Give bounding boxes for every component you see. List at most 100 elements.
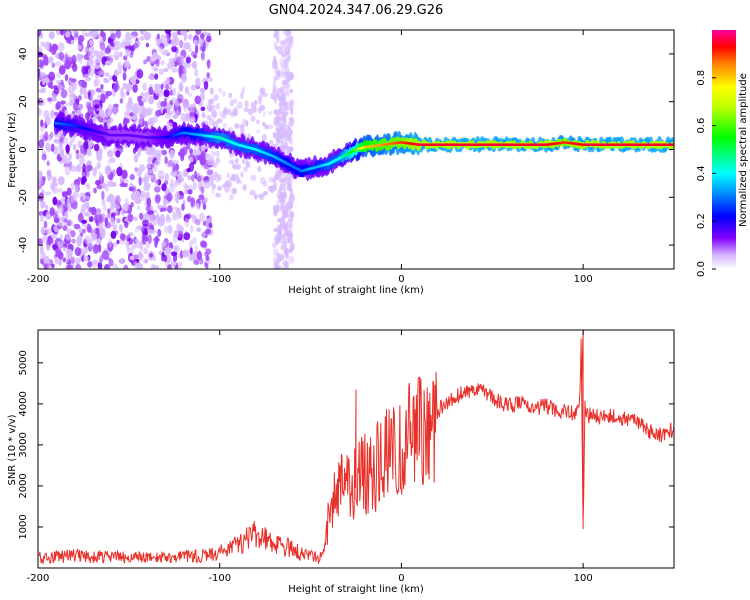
spectrogram-noise-cell (201, 231, 206, 239)
spectrogram-noise-cell (119, 224, 123, 233)
spectrogram-noise-cell (211, 109, 218, 118)
spectrogram-noise-cell (57, 205, 64, 214)
spectrogram-noise-cell (72, 30, 78, 35)
spectrogram-noise-cell (142, 258, 147, 265)
spectrogram-noise-cell (57, 176, 65, 186)
spectrogram-noise-cell (54, 61, 62, 67)
spectrogram-noise-cell (104, 72, 110, 77)
spectrogram-noise-cell (241, 86, 245, 94)
spectrogram-noise-cell (141, 97, 148, 103)
spectrogram-noise-cell (113, 50, 120, 59)
spectrogram-noise-cell (285, 53, 291, 59)
spectrogram-noise-cell (161, 183, 167, 192)
spectrogram-noise-cell (115, 30, 122, 39)
spectrogram-noise-cell (95, 87, 102, 93)
spectrogram-noise-cell (278, 224, 283, 232)
spectrogram-noise-cell (66, 187, 72, 196)
snr-x-label: Height of straight line (km) (288, 584, 424, 595)
spectrogram-noise-cell (272, 59, 278, 70)
spectrogram-noise-cell (154, 235, 159, 245)
spectrogram-noise-cell (180, 57, 184, 64)
spectrogram-noise-cell (104, 46, 111, 55)
spectrogram-noise-cell (178, 81, 184, 92)
spectrogram-noise-cell (276, 200, 282, 206)
spectrogram-noise-cell (125, 83, 133, 92)
spectrogram-noise-cell (139, 35, 145, 42)
spectrogram-noise-cell (175, 191, 180, 201)
spectrogram-noise-cell (58, 65, 66, 75)
spectrogram-noise-cell (216, 118, 223, 124)
spectrogram-noise-cell (254, 99, 258, 105)
spectrogram-noise-cell (130, 192, 137, 201)
spectrogram-y-tick-label: 20 (18, 95, 29, 108)
spectrogram-noise-cell (147, 234, 152, 245)
spectrogram-noise-cell (92, 262, 97, 269)
spectrogram-noise-cell (82, 194, 87, 201)
spectrogram-noise-cell (126, 90, 130, 96)
spectrogram-noise-cell (198, 195, 205, 201)
spectrogram-noise-cell (163, 67, 169, 73)
spectrogram-noise-cell (152, 51, 158, 59)
spectrogram-noise-cell (108, 237, 112, 248)
spectrogram-noise-cell (277, 234, 284, 244)
spectrogram-noise-cell (276, 206, 283, 213)
spectrogram-noise-cell (202, 144, 210, 150)
spectrogram-noise-cell (168, 85, 173, 91)
spectrogram-noise-cell (143, 247, 148, 255)
spectrogram-noise-cell (277, 90, 282, 99)
spectrogram-noise-cell (171, 45, 177, 53)
spectrogram-noise-cell (98, 171, 103, 179)
spectrogram-noise-cell (184, 86, 190, 95)
spectrogram-noise-cell (164, 172, 170, 182)
spectrogram-noise-cell (189, 157, 194, 163)
spectrogram-noise-cell (41, 176, 47, 181)
spectrogram-noise-cell (111, 181, 117, 188)
spectrogram-noise-cell (240, 171, 244, 178)
spectrogram-noise-cell (140, 107, 147, 117)
spectrogram-noise-cell (289, 103, 295, 111)
colorbar-gradient (712, 30, 736, 269)
spectrogram-noise-cell (208, 222, 213, 228)
spectrogram-noise-cell (259, 87, 264, 95)
spectrogram-noise-cell (123, 264, 129, 269)
spectrogram-noise-cell (288, 255, 295, 265)
spectrogram-noise-cell (143, 91, 150, 98)
spectrogram-noise-cell (196, 111, 200, 116)
spectrogram-noise-cell (127, 37, 132, 46)
spectrogram-noise-cell (197, 39, 205, 44)
spectrogram-noise-cell (190, 51, 198, 57)
spectrogram-noise-cell (163, 254, 168, 263)
spectrogram-noise-cell (229, 159, 235, 165)
spectrogram-noise-cell (242, 117, 246, 126)
spectrogram-noise-cell (196, 227, 201, 233)
spectrogram-noise-cell (135, 238, 139, 245)
spectrogram-noise-cell (282, 238, 287, 244)
spectrogram-noise-cell (213, 94, 219, 102)
spectrogram-noise-cell (235, 163, 242, 170)
spectrogram-noise-cell (176, 176, 182, 186)
spectrogram-noise-cell (140, 190, 146, 198)
spectrogram-noise-cell (92, 243, 99, 254)
spectrogram-noise-cell (40, 226, 46, 235)
spectrogram-noise-cell (97, 261, 103, 269)
spectrogram-noise-cell (259, 176, 266, 185)
spectrogram-noise-cell (249, 189, 256, 196)
spectrogram-noise-cell (77, 212, 84, 223)
spectrogram-noise-cell (280, 52, 286, 58)
spectrogram-noise-cell (210, 104, 216, 111)
spectrogram-noise-cell (287, 200, 294, 206)
spectrogram-noise-cell (40, 72, 46, 78)
spectrogram-noise-cell (107, 103, 113, 113)
spectrogram-noise-cell (64, 165, 71, 176)
spectrogram-noise-cell (267, 124, 273, 130)
spectrogram-noise-cell (138, 176, 142, 186)
spectrogram-noise-cell (147, 229, 155, 235)
spectrogram-noise-cell (217, 174, 222, 181)
spectrogram-noise-cell (163, 97, 168, 107)
spectrogram-noise-cell (106, 196, 112, 203)
spectrogram-noise-cell (145, 243, 150, 248)
spectrogram-noise-cell (284, 248, 289, 259)
spectrogram-noise-cell (130, 45, 134, 52)
